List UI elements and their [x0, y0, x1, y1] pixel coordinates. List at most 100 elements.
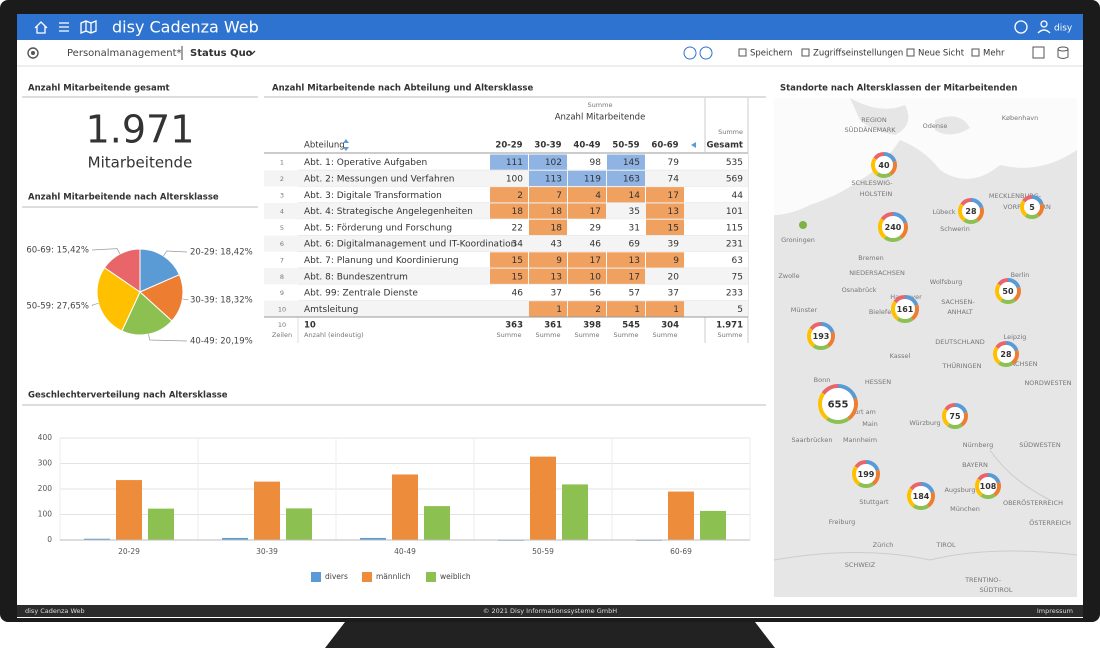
action-icon[interactable]: [738, 48, 747, 57]
table-cell: 56: [590, 289, 602, 299]
map-label: MECKLENBURG-: [989, 192, 1042, 200]
view-caret[interactable]: [248, 50, 256, 55]
cluster[interactable]: [999, 282, 1017, 300]
cluster[interactable]: [811, 326, 831, 346]
x-tick-label: 30-39: [256, 547, 278, 556]
cluster[interactable]: [1024, 199, 1040, 215]
legend-label[interactable]: divers: [325, 572, 348, 581]
toolbar-action[interactable]: Neue Sicht: [918, 49, 965, 59]
y-tick-label: 400: [38, 433, 53, 442]
cluster-ring: [878, 218, 887, 240]
cluster-ring: [809, 322, 822, 331]
filter-icon[interactable]: [699, 46, 713, 60]
cluster-ring: [854, 460, 867, 469]
legend-swatch[interactable]: [362, 572, 372, 582]
cluster-ring: [1020, 199, 1028, 217]
db-icon-body: [1057, 49, 1069, 59]
cluster[interactable]: [962, 202, 980, 220]
map-label: THÜRINGEN: [942, 361, 982, 370]
table-total: 569: [726, 174, 743, 184]
footer-link[interactable]: Impressum: [1037, 607, 1073, 615]
legend-swatch[interactable]: [311, 572, 321, 582]
map-label: München: [950, 505, 980, 513]
cell-highlight: [607, 252, 645, 268]
map-label: Kassel: [890, 352, 911, 360]
footer-sum: 398: [583, 321, 601, 331]
table-header[interactable]: Abteilung: [304, 141, 345, 151]
workbook-icon[interactable]: [27, 47, 39, 59]
footer-sum: 304: [661, 321, 679, 331]
table-cell: 1: [634, 305, 640, 315]
footer-label: Zeilen: [272, 331, 292, 339]
y-tick-label: 0: [47, 535, 52, 544]
footer-sum: 1.971: [716, 321, 743, 331]
cluster[interactable]: [895, 299, 915, 319]
panel-title: Standorte nach Altersklassen der Mitarbe…: [780, 84, 1017, 94]
legend-label[interactable]: männlich: [376, 572, 411, 581]
cluster-ring: [998, 361, 1014, 367]
cluster-ring: [912, 503, 930, 510]
table-total: 231: [726, 240, 743, 250]
column-header[interactable]: 60-69: [651, 141, 678, 151]
bar: [562, 484, 588, 540]
cluster[interactable]: [911, 486, 931, 506]
footer-center: © 2021 Disy Informationssysteme GmbH: [483, 607, 617, 615]
map-label: Stuttgart: [859, 498, 889, 506]
toolbar-action[interactable]: Mehr: [983, 49, 1005, 59]
map-label: SÜDTIROL: [979, 585, 1012, 594]
cluster-ring: [1031, 195, 1044, 205]
map-label: BAYERN: [962, 461, 988, 469]
action-icon[interactable]: [906, 48, 915, 57]
workbook-name[interactable]: Personalmanagement*: [67, 48, 182, 59]
header-icons[interactable]: [34, 20, 1051, 34]
cluster[interactable]: [882, 216, 904, 238]
map-label: OBERÖSTERREICH: [1003, 498, 1063, 507]
column-header[interactable]: 30-39: [534, 141, 561, 151]
cell-highlight: [646, 203, 684, 219]
cluster-ring: [837, 384, 858, 400]
row-name: Abt. 5: Förderung und Forschung: [304, 223, 452, 233]
cluster[interactable]: [875, 156, 893, 174]
column-header[interactable]: 50-59: [612, 141, 639, 151]
view-name[interactable]: Status Quo: [190, 48, 253, 59]
cluster-ring: [880, 212, 894, 221]
toolbar-action[interactable]: Zugriffseinstellungen: [813, 49, 903, 59]
cell-highlight: [607, 301, 645, 317]
toolbar-action[interactable]: Speichern: [750, 49, 792, 59]
map-label: Lübeck: [932, 208, 955, 216]
cluster[interactable]: [997, 345, 1015, 363]
table-cell: 9: [673, 256, 679, 266]
filter-icon[interactable]: [683, 46, 697, 60]
action-icon[interactable]: [801, 48, 810, 57]
map-label: Saarbrücken: [792, 436, 833, 444]
table-header: Summe: [718, 128, 743, 136]
cluster[interactable]: [946, 407, 964, 425]
table-total: 101: [726, 207, 743, 217]
cluster[interactable]: [822, 388, 854, 420]
map-label: SÜDWESTEN: [1019, 440, 1061, 449]
footer-label: Summe: [497, 331, 522, 339]
edit-icon[interactable]: [1032, 46, 1045, 59]
row-name: Abt. 3: Digitale Transformation: [304, 191, 442, 201]
table-cell: 17: [668, 191, 679, 201]
table-cell: 15: [512, 272, 523, 282]
table-total: 5: [737, 305, 743, 315]
column-header[interactable]: 20-29: [495, 141, 522, 151]
cluster-ring: [995, 341, 1007, 349]
legend-label[interactable]: weiblich: [440, 572, 471, 581]
legend-swatch[interactable]: [426, 572, 436, 582]
cluster-count: 240: [885, 223, 902, 232]
cluster[interactable]: [856, 464, 876, 484]
cluster-ring: [977, 473, 989, 481]
bar: [360, 537, 386, 540]
footer-left: disy Cadenza Web: [25, 607, 85, 615]
column-header[interactable]: 40-49: [573, 141, 600, 151]
map-label: Leipzig: [1004, 333, 1027, 341]
footer-sum: 545: [622, 321, 640, 331]
map-label: NORDWESTEN: [1024, 379, 1071, 387]
map-label: ANHALT: [947, 308, 972, 316]
scroll-icon[interactable]: [691, 142, 696, 148]
action-icon[interactable]: [971, 48, 980, 57]
user-name[interactable]: disy: [1054, 24, 1073, 34]
cluster[interactable]: [979, 477, 997, 495]
